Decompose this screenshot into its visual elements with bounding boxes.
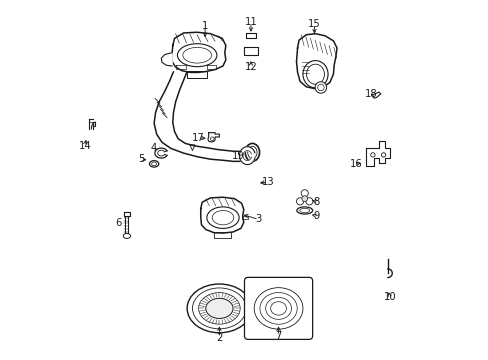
Ellipse shape bbox=[299, 208, 309, 213]
Ellipse shape bbox=[149, 161, 159, 167]
Ellipse shape bbox=[260, 293, 297, 324]
Ellipse shape bbox=[301, 190, 308, 197]
Ellipse shape bbox=[301, 196, 307, 202]
Text: 13: 13 bbox=[261, 177, 274, 187]
Ellipse shape bbox=[254, 288, 303, 329]
Text: 5: 5 bbox=[138, 154, 144, 164]
Text: 18: 18 bbox=[364, 89, 377, 99]
Text: 10: 10 bbox=[383, 292, 395, 302]
Polygon shape bbox=[172, 32, 225, 72]
Text: 7: 7 bbox=[275, 331, 281, 341]
Polygon shape bbox=[214, 232, 230, 238]
Polygon shape bbox=[296, 34, 336, 89]
Polygon shape bbox=[155, 148, 167, 158]
Ellipse shape bbox=[296, 198, 303, 205]
Ellipse shape bbox=[151, 162, 156, 166]
Ellipse shape bbox=[306, 64, 324, 84]
Text: 9: 9 bbox=[312, 211, 319, 221]
Text: 6: 6 bbox=[115, 218, 121, 228]
Text: 17: 17 bbox=[192, 133, 204, 143]
Polygon shape bbox=[244, 47, 258, 55]
Polygon shape bbox=[241, 216, 247, 220]
Polygon shape bbox=[161, 53, 172, 66]
Ellipse shape bbox=[205, 298, 233, 319]
Ellipse shape bbox=[183, 47, 211, 63]
Ellipse shape bbox=[265, 297, 291, 319]
Ellipse shape bbox=[192, 288, 246, 329]
Ellipse shape bbox=[212, 211, 233, 225]
Text: 4: 4 bbox=[151, 143, 157, 153]
Text: 16: 16 bbox=[349, 159, 362, 169]
Text: 19: 19 bbox=[231, 150, 244, 161]
Text: 14: 14 bbox=[79, 141, 91, 151]
Polygon shape bbox=[176, 65, 186, 69]
Ellipse shape bbox=[314, 82, 326, 93]
Text: 8: 8 bbox=[312, 197, 319, 207]
Polygon shape bbox=[187, 71, 207, 78]
Ellipse shape bbox=[206, 207, 239, 228]
Ellipse shape bbox=[187, 284, 251, 333]
Text: 1: 1 bbox=[202, 21, 208, 31]
Polygon shape bbox=[239, 147, 254, 165]
Text: 3: 3 bbox=[255, 215, 262, 224]
Ellipse shape bbox=[244, 143, 259, 161]
Ellipse shape bbox=[270, 302, 286, 315]
Ellipse shape bbox=[198, 293, 240, 324]
FancyBboxPatch shape bbox=[244, 277, 312, 339]
Ellipse shape bbox=[296, 207, 312, 214]
Polygon shape bbox=[245, 33, 256, 39]
Text: 12: 12 bbox=[244, 62, 257, 72]
Polygon shape bbox=[366, 141, 389, 166]
Ellipse shape bbox=[247, 146, 257, 158]
Polygon shape bbox=[372, 92, 380, 98]
Polygon shape bbox=[207, 133, 219, 142]
Ellipse shape bbox=[381, 153, 385, 157]
Text: 15: 15 bbox=[307, 19, 320, 29]
Ellipse shape bbox=[303, 60, 327, 88]
Ellipse shape bbox=[210, 137, 214, 140]
Polygon shape bbox=[154, 72, 253, 161]
Ellipse shape bbox=[317, 84, 324, 91]
Ellipse shape bbox=[305, 198, 312, 205]
Text: 2: 2 bbox=[216, 333, 222, 343]
Text: 11: 11 bbox=[244, 17, 257, 27]
Polygon shape bbox=[201, 197, 244, 233]
Ellipse shape bbox=[370, 153, 374, 157]
Ellipse shape bbox=[177, 44, 217, 67]
Ellipse shape bbox=[123, 233, 130, 238]
Polygon shape bbox=[207, 65, 215, 69]
Polygon shape bbox=[124, 212, 129, 216]
